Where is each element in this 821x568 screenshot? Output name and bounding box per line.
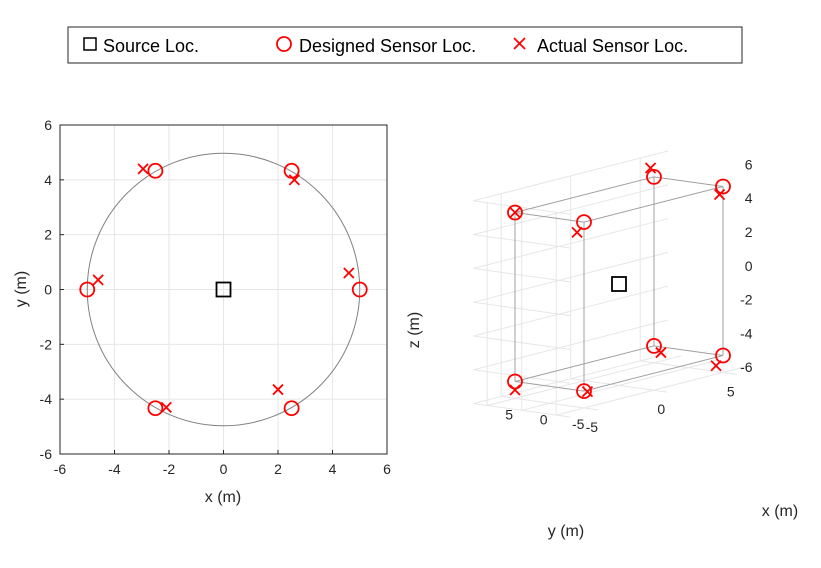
actual-sensor-marker <box>160 401 172 414</box>
legend-circle-icon <box>276 36 292 52</box>
x-tick-label: -5 <box>572 416 585 432</box>
floor-gridline <box>640 360 737 375</box>
z-tick-label: -2 <box>740 292 753 308</box>
legend-label-source: Source Loc. <box>103 36 199 56</box>
plot-3d-ylabel: y (m) <box>548 523 584 540</box>
plot-2d-ticks: -6 -4 -2 0 2 4 6 -6 -4 -2 0 2 4 6 <box>40 117 392 477</box>
legend: Source Loc. Designed Sensor Loc. Actual … <box>67 26 743 64</box>
y-tick-label: 0 <box>44 282 52 298</box>
z-tick-label: 0 <box>745 258 753 274</box>
designed-sensor-marker <box>79 281 96 298</box>
actual-sensor-marker <box>644 162 657 174</box>
y-tick-label: 2 <box>44 227 52 243</box>
source-marker <box>611 276 627 292</box>
plot-2d-grid <box>59 124 388 455</box>
designed-sensor-marker <box>351 281 368 298</box>
cube-edge <box>514 381 585 392</box>
legend-x-icon <box>513 37 526 50</box>
designed-sensor-marker <box>576 214 592 231</box>
source-marker <box>215 281 232 298</box>
actual-sensor-marker <box>655 346 667 359</box>
designed-sensor-marker <box>507 373 523 390</box>
x-tick-label: 0 <box>540 411 548 427</box>
legend-label-designed: Designed Sensor Loc. <box>299 36 476 56</box>
plot-3d-zlabel: z (m) <box>406 312 423 348</box>
actual-sensor-marker <box>710 360 722 372</box>
plot-2d-ylabel: y (m) <box>13 271 30 307</box>
designed-sensor-marker <box>283 162 300 179</box>
designed-sensor-marker <box>576 383 592 400</box>
x-tick-label: 6 <box>383 461 391 477</box>
designed-sensor-marker <box>646 337 662 354</box>
cube-edge <box>514 212 585 223</box>
y-tick-label: 6 <box>44 117 52 133</box>
plot-2d-xlabel: x (m) <box>205 489 241 506</box>
y-tick-label: -6 <box>40 446 53 462</box>
designed-sensor-marker <box>507 204 523 221</box>
floor-gridline <box>570 378 668 393</box>
legend-box <box>67 26 743 64</box>
y-tick-label: -4 <box>40 391 53 407</box>
plot-3d-xlabel: x (m) <box>762 503 798 520</box>
x-tick-label: 5 <box>505 407 513 423</box>
actual-sensor-marker <box>509 206 521 219</box>
designed-sensor-marker <box>283 400 300 417</box>
designed-sensor-marker <box>715 178 731 195</box>
actual-sensor-marker <box>92 274 104 286</box>
x-tick-label: -2 <box>163 461 176 477</box>
actual-sensor-marker <box>343 267 355 279</box>
actual-sensor-marker <box>272 383 284 396</box>
sensor-cube-edges <box>514 176 724 392</box>
designed-sensor-marker <box>646 168 662 185</box>
actual-sensor-marker <box>509 384 521 396</box>
reference-circle <box>86 152 361 427</box>
plot-3d-grid <box>473 150 751 418</box>
y-tick-label: -5 <box>586 419 599 435</box>
z-tick-label: 2 <box>745 224 753 240</box>
x-tick-label: -6 <box>54 461 67 477</box>
cube-edge <box>583 355 724 392</box>
z-tick-label: 4 <box>745 190 753 206</box>
actual-sensor-marker <box>713 188 726 201</box>
x-tick-label: 0 <box>220 461 228 477</box>
designed-sensor-marker <box>147 400 164 417</box>
legend-square-icon <box>83 37 97 51</box>
actual-sensor-marker <box>571 226 583 238</box>
plot-2d: -6 -4 -2 0 2 4 6 -6 -4 -2 0 2 4 6 x (m) y (m) <box>13 117 391 506</box>
cube-edge <box>514 345 655 382</box>
cube-edge <box>653 345 724 356</box>
designed-sensor-marker <box>715 347 731 364</box>
legend-label-actual: Actual Sensor Loc. <box>537 36 688 56</box>
designed-sensor-marker <box>147 162 164 179</box>
x-tick-label: 2 <box>274 461 282 477</box>
y-tick-label: 0 <box>657 401 665 417</box>
cube-edge <box>653 176 724 187</box>
plot-3d-marks <box>507 162 731 400</box>
cube-edge <box>514 176 655 213</box>
x-tick-label: 4 <box>329 461 337 477</box>
actual-sensor-marker <box>288 174 300 186</box>
plot-2d-marks <box>79 162 368 417</box>
y-tick-label: 4 <box>44 172 52 188</box>
y-tick-label: -2 <box>40 336 53 352</box>
floor-gridline <box>501 395 598 411</box>
z-tick-label: 6 <box>745 156 753 172</box>
z-tick-label: -4 <box>740 325 753 341</box>
z-tick-label: -6 <box>740 359 753 375</box>
actual-sensor-marker <box>137 163 149 175</box>
y-tick-label: 5 <box>727 383 735 399</box>
plot-3d: -6 -4 -2 0 2 4 6 5 0 -5-5 0 5 z (m) y (m) x (m) <box>406 150 798 540</box>
x-tick-label: -4 <box>108 461 121 477</box>
plot-3d-ticks: -6 -4 -2 0 2 4 6 5 0 -5-5 0 5 <box>505 156 753 435</box>
actual-sensor-marker <box>581 385 594 398</box>
